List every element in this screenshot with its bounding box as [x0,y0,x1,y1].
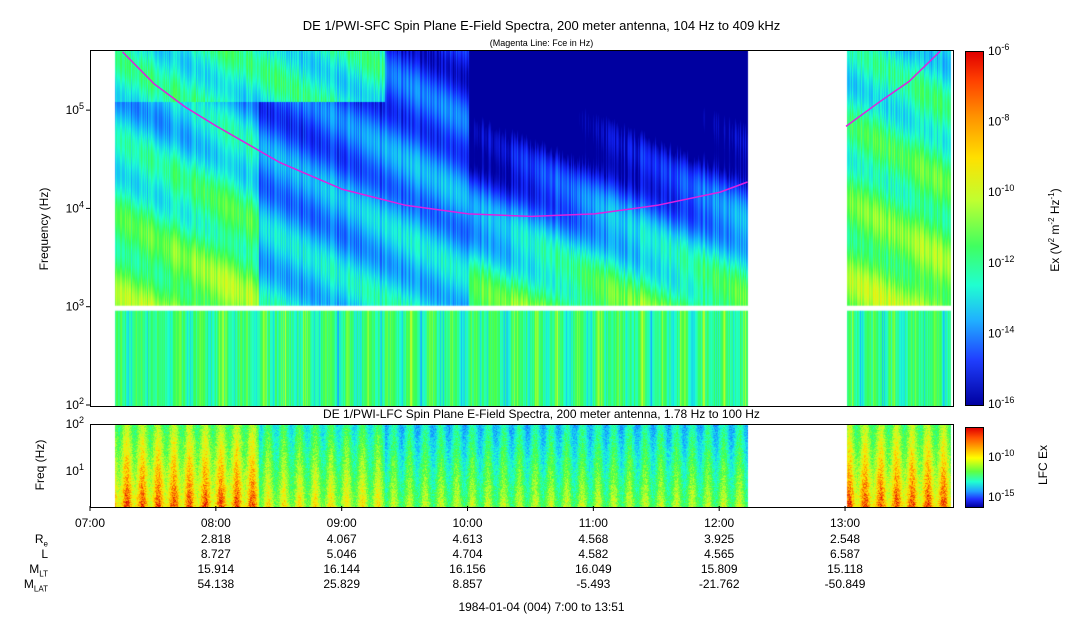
sfc-overlay [121,51,941,218]
sfc-colorbar-label: Ex (V2 m-2 Hz-1) [1047,188,1062,272]
time-tick-label: 12:00 [704,516,734,530]
bottom-chart-title: DE 1/PWI-LFC Spin Plane E-Field Spectra,… [323,407,760,421]
ephemeris-value: -21.762 [698,577,740,591]
sfc-colorbar-tick-label: 10-14 [988,324,1014,340]
lfc-colorbar-tick-label: 10-10 [988,448,1014,464]
lfc-spectrogram-image [91,425,953,507]
sfc-spectrogram [90,50,954,407]
ephemeris-value: 16.144 [323,562,361,576]
top-chart-title: DE 1/PWI-SFC Spin Plane E-Field Spectra,… [302,18,781,33]
lfc-colorbar-label: LFC Ex [1036,445,1050,486]
lfc-spectrogram [90,424,954,508]
time-tick-label: 09:00 [327,516,357,530]
ephemeris-value: 15.914 [197,562,235,576]
sfc-spectrogram-image [91,51,953,406]
ephemeris-value: 2.548 [830,532,861,546]
ephemeris-value: 4.704 [452,547,483,561]
time-tick-label: 11:00 [579,516,608,530]
time-tick-label: 08:00 [201,516,231,530]
ephemeris-value: -5.493 [576,577,611,591]
ephemeris-value: -50.849 [824,577,866,591]
ephemeris-value: 4.568 [578,532,609,546]
fce-line [121,51,748,218]
time-axis: 07:00 08:00 09:00 10:00 11:00 12:00 13:00 [75,506,860,530]
sfc-colorbar-tick-label: 10-6 [988,42,1009,58]
time-range-footer: 1984-01-04 (004) 7:00 to 13:51 [458,600,625,614]
ephemeris-value: 4.565 [704,547,735,561]
ephemeris-value: 8.727 [200,547,231,561]
ephemeris-value: 25.829 [323,577,361,591]
ephemeris-value: 15.809 [700,562,738,576]
ephemeris-row-label: MLAT [23,577,48,594]
ephemeris-row-label: Re [34,532,48,549]
ephemeris-value: 16.049 [574,562,612,576]
lfc-colorbar [965,427,984,508]
sfc-colorbar-tick-label: 10-12 [988,254,1014,270]
lfc-y-axis: 101 102 [66,415,84,478]
sfc-colorbar-tick-label: 10-10 [988,183,1014,199]
ephemeris-value: 54.138 [197,577,235,591]
sfc-y-tick-label: 105 [66,101,84,117]
sfc-y-tick-label: 103 [66,298,84,314]
ephemeris-value: 2.818 [200,532,231,546]
ephemeris-value: 6.587 [830,547,861,561]
ephemeris-value: 3.925 [704,532,735,546]
ephemeris-value: 4.582 [578,547,609,561]
ephemeris-value: 15.118 [827,562,863,576]
lfc-colorbar-axis: 10-10 10-15 [988,448,1014,504]
ephemeris-value: 5.046 [326,547,357,561]
time-tick-label: 07:00 [75,516,105,530]
time-tick-label: 13:00 [830,516,860,530]
lfc-y-tick-label: 102 [66,415,84,431]
sfc-colorbar-tick-label: 10-8 [988,113,1009,129]
ephemeris-row-label: L [41,547,48,561]
ephemeris-value: 8.857 [452,577,483,591]
fce-line [845,51,941,128]
ephemeris-row-label: MLT [29,562,48,579]
time-tick-label: 10:00 [453,516,483,530]
lfc-y-tick-label: 101 [66,462,84,478]
sfc-colorbar [965,51,984,406]
ephemeris-table: Re 2.818 4.067 4.613 4.568 3.925 2.548 L 8.727 5.… [0,532,1083,602]
ephemeris-value: 16.156 [449,562,486,576]
lfc-colorbar-tick-label: 10-15 [988,488,1014,504]
top-chart-subtitle: (Magenta Line: Fce in Hz) [489,38,594,48]
sfc-y-tick-label: 104 [66,199,84,215]
ephemeris-value: 4.067 [326,532,357,546]
ephemeris-value: 4.613 [452,532,483,546]
